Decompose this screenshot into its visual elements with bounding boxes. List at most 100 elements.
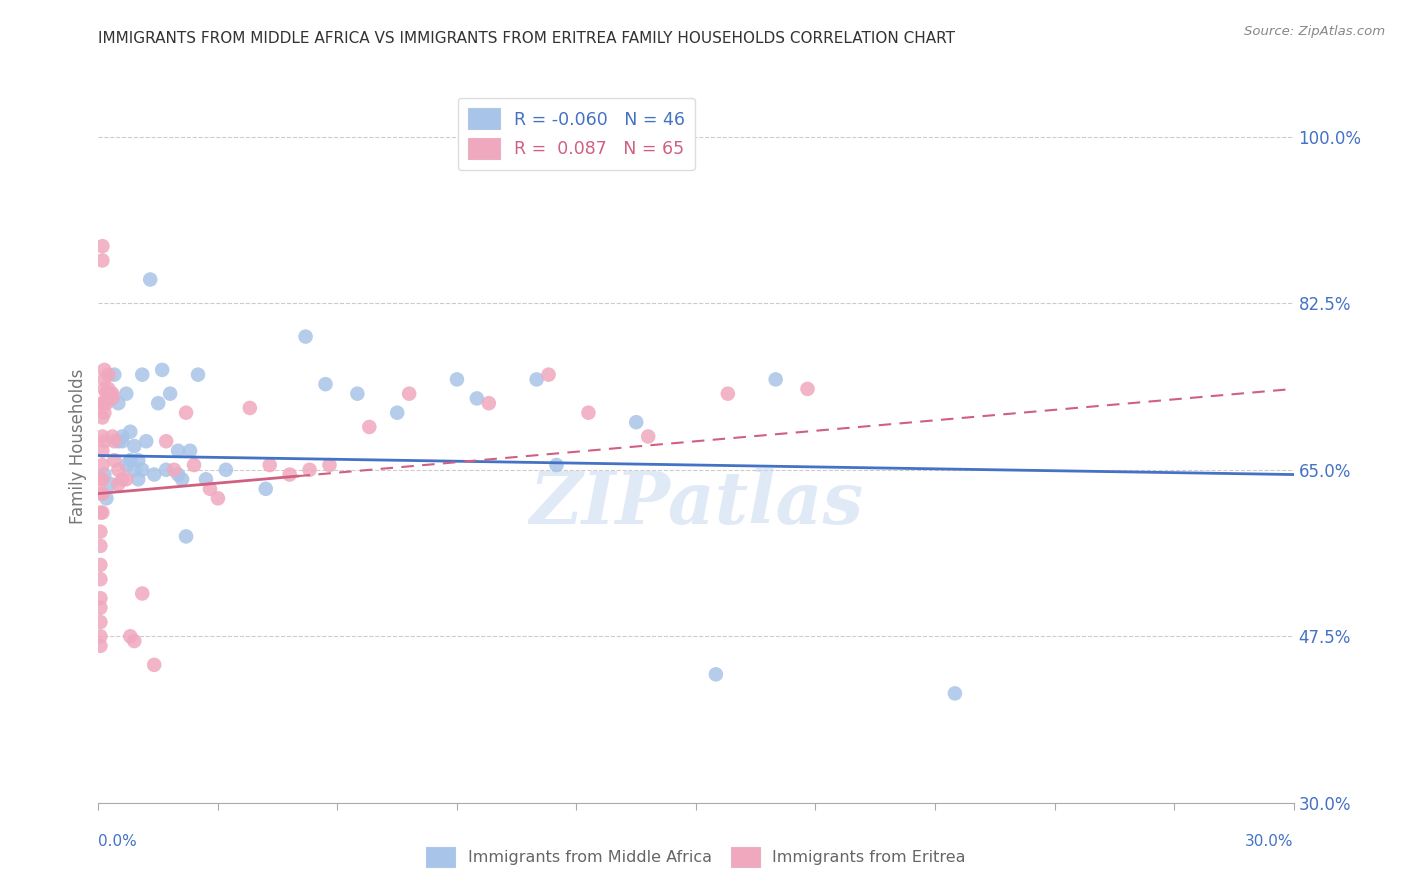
- Y-axis label: Family Households: Family Households: [69, 368, 87, 524]
- Point: [91, 429, 114, 443]
- Point: [111, 434, 134, 449]
- Point: [624, 415, 647, 429]
- Point: [159, 386, 181, 401]
- Point: [91, 239, 114, 253]
- Point: [465, 392, 488, 406]
- Text: ZIPatlas: ZIPatlas: [529, 467, 863, 539]
- Point: [478, 396, 501, 410]
- Point: [91, 472, 114, 486]
- Point: [91, 458, 114, 472]
- Point: [96, 386, 118, 401]
- Point: [98, 477, 122, 491]
- Point: [103, 453, 125, 467]
- Point: [704, 667, 727, 681]
- Point: [115, 458, 138, 472]
- Point: [89, 472, 111, 486]
- Point: [101, 386, 124, 401]
- Point: [148, 396, 170, 410]
- Point: [111, 472, 134, 486]
- Point: [637, 429, 659, 443]
- Point: [172, 472, 194, 486]
- Point: [103, 368, 125, 382]
- Point: [215, 463, 238, 477]
- Point: [91, 410, 114, 425]
- Point: [174, 406, 197, 420]
- Point: [207, 491, 229, 506]
- Point: [89, 524, 111, 539]
- Point: [111, 429, 134, 443]
- Point: [198, 482, 221, 496]
- Point: [120, 629, 142, 643]
- Point: [93, 406, 115, 420]
- Point: [259, 458, 281, 472]
- Point: [89, 572, 111, 586]
- Point: [93, 372, 115, 386]
- Point: [315, 377, 337, 392]
- Point: [135, 434, 157, 449]
- Point: [298, 463, 321, 477]
- Point: [167, 467, 190, 482]
- Point: [91, 506, 114, 520]
- Point: [179, 443, 201, 458]
- Point: [97, 368, 120, 382]
- Point: [143, 467, 166, 482]
- Point: [93, 396, 115, 410]
- Point: [101, 392, 124, 406]
- Point: [943, 686, 966, 700]
- Point: [143, 657, 166, 672]
- Point: [89, 486, 111, 500]
- Text: IMMIGRANTS FROM MIDDLE AFRICA VS IMMIGRANTS FROM ERITREA FAMILY HOUSEHOLDS CORRE: IMMIGRANTS FROM MIDDLE AFRICA VS IMMIGRA…: [98, 31, 956, 46]
- Text: Source: ZipAtlas.com: Source: ZipAtlas.com: [1244, 25, 1385, 38]
- Point: [97, 382, 120, 396]
- Point: [115, 386, 138, 401]
- Point: [183, 458, 205, 472]
- Point: [93, 434, 115, 449]
- Point: [717, 386, 740, 401]
- Point: [187, 368, 209, 382]
- Point: [93, 363, 115, 377]
- Point: [89, 615, 111, 629]
- Point: [385, 406, 409, 420]
- Point: [91, 486, 114, 500]
- Point: [398, 386, 420, 401]
- Point: [107, 463, 129, 477]
- Point: [239, 401, 262, 415]
- Point: [115, 472, 138, 486]
- Point: [91, 443, 114, 458]
- Point: [155, 463, 177, 477]
- Point: [163, 463, 186, 477]
- Point: [124, 439, 146, 453]
- Point: [254, 482, 277, 496]
- Point: [107, 396, 129, 410]
- Point: [278, 467, 301, 482]
- Point: [359, 420, 381, 434]
- Point: [96, 396, 118, 410]
- Point: [127, 472, 149, 486]
- Point: [89, 506, 111, 520]
- Point: [103, 434, 125, 449]
- Point: [124, 634, 146, 648]
- Point: [91, 396, 114, 410]
- Point: [120, 425, 142, 439]
- Point: [131, 368, 153, 382]
- Point: [537, 368, 560, 382]
- Text: 0.0%: 0.0%: [98, 834, 138, 849]
- Point: [89, 591, 111, 606]
- Point: [107, 477, 129, 491]
- Point: [155, 434, 177, 449]
- Text: 30.0%: 30.0%: [1246, 834, 1294, 849]
- Point: [765, 372, 787, 386]
- Point: [578, 406, 600, 420]
- Point: [89, 600, 111, 615]
- Point: [120, 453, 142, 467]
- Point: [526, 372, 548, 386]
- Point: [167, 443, 190, 458]
- Point: [150, 363, 173, 377]
- Point: [318, 458, 340, 472]
- Point: [346, 386, 368, 401]
- Legend: Immigrants from Middle Africa, Immigrants from Eritrea: Immigrants from Middle Africa, Immigrant…: [420, 841, 972, 873]
- Point: [127, 453, 149, 467]
- Point: [174, 529, 197, 543]
- Point: [91, 253, 114, 268]
- Point: [131, 586, 153, 600]
